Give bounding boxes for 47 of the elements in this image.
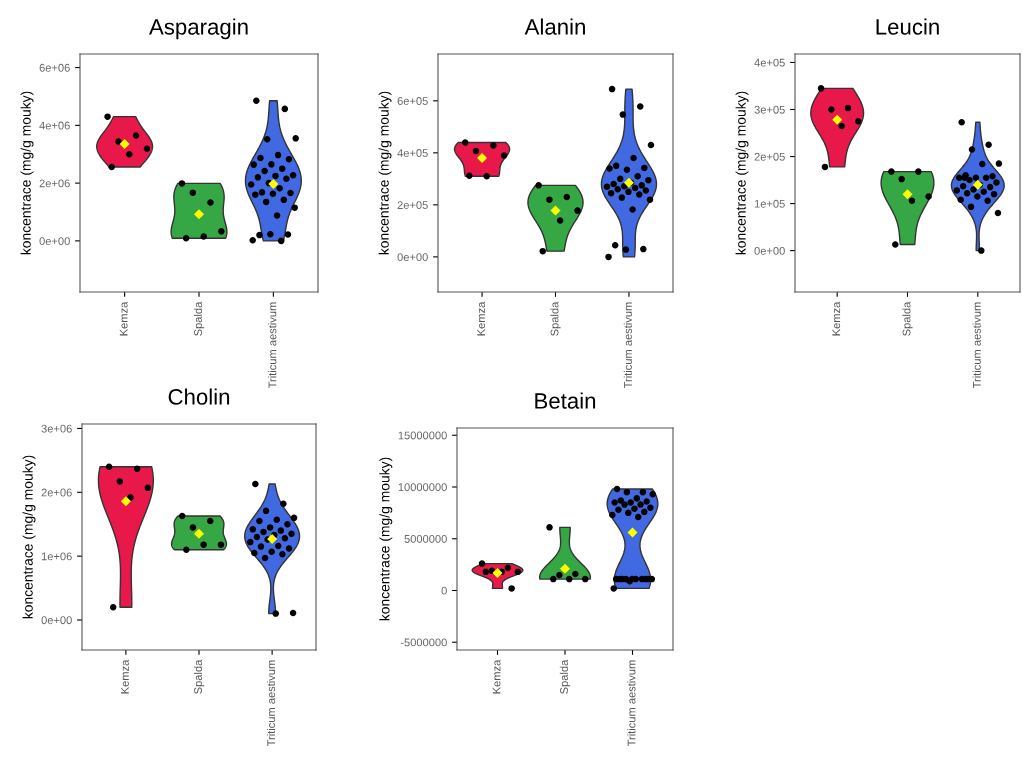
y-tick-label: 1e+06 — [41, 552, 72, 561]
y-tick-label: 1e+05 — [754, 199, 785, 208]
x-tick-label: Spalda — [550, 301, 561, 336]
y-tick-label: 4e+05 — [754, 58, 785, 67]
y-tick-label: 0e+00 — [397, 253, 428, 262]
y-tick-label: -5000000 — [400, 638, 447, 647]
y-axis-title: koncentrace (mg/g mouky) — [735, 91, 749, 255]
y-tick-label: 15000000 — [398, 431, 447, 440]
x-tick-label: Spalda — [193, 301, 205, 336]
x-tick-label: Kemza — [477, 301, 486, 336]
y-tick-label: 5000000 — [404, 535, 447, 543]
x-tick-label: Kemza — [121, 659, 129, 694]
y-tick-label: 0 — [441, 586, 447, 595]
chart-title: Leucin — [876, 18, 939, 35]
y-tick-label: 0e+00 — [41, 616, 72, 625]
y-tick-label: 4e+06 — [39, 121, 70, 130]
y-tick-label: 0e+00 — [754, 246, 785, 255]
x-tick-label: Triticum aestivum — [627, 660, 636, 747]
y-tick-label: 2e+06 — [39, 179, 70, 188]
y-tick-label: 0e+00 — [39, 237, 70, 246]
x-tick-label: Kemza — [492, 659, 501, 694]
chart-title: Alanin — [524, 18, 585, 35]
x-tick-label: Spalda — [902, 301, 913, 336]
y-tick-label: 3e+06 — [41, 424, 72, 433]
x-tick-label: Triticum aestivum — [972, 302, 981, 389]
y-axis-title: koncentrace (mg/g mouky) — [22, 455, 36, 619]
y-tick-label: 10000000 — [398, 483, 447, 492]
y-axis-title: koncentrace (mg/g mouky) — [379, 457, 393, 621]
y-tick-label: 2e+05 — [397, 201, 428, 209]
x-tick-label: Spalda — [559, 659, 571, 694]
y-tick-label: 2e+05 — [754, 152, 785, 161]
chart-title: Betain — [535, 392, 596, 409]
chart-title: Asparagin — [149, 18, 248, 40]
y-tick-label: 4e+05 — [397, 149, 428, 157]
x-tick-label: Triticum aestivum — [266, 660, 276, 747]
x-tick-label: Kemza — [832, 301, 841, 336]
x-tick-label: Spalda — [193, 659, 205, 694]
x-tick-label: Triticum aestivum — [268, 302, 277, 389]
y-tick-label: 2e+06 — [41, 488, 72, 497]
y-tick-label: 6e+06 — [39, 63, 70, 72]
x-tick-label: Triticum aestivum — [623, 302, 632, 389]
x-tick-label: Kemza — [119, 301, 128, 336]
y-tick-label: 6e+05 — [397, 97, 428, 105]
y-tick-label: 3e+05 — [754, 105, 785, 114]
y-axis-title: koncentrace (mg/g mouky) — [378, 91, 392, 255]
y-axis-title: koncentrace (mg/g mouky) — [20, 91, 34, 255]
chart-title: Cholin — [168, 388, 230, 405]
